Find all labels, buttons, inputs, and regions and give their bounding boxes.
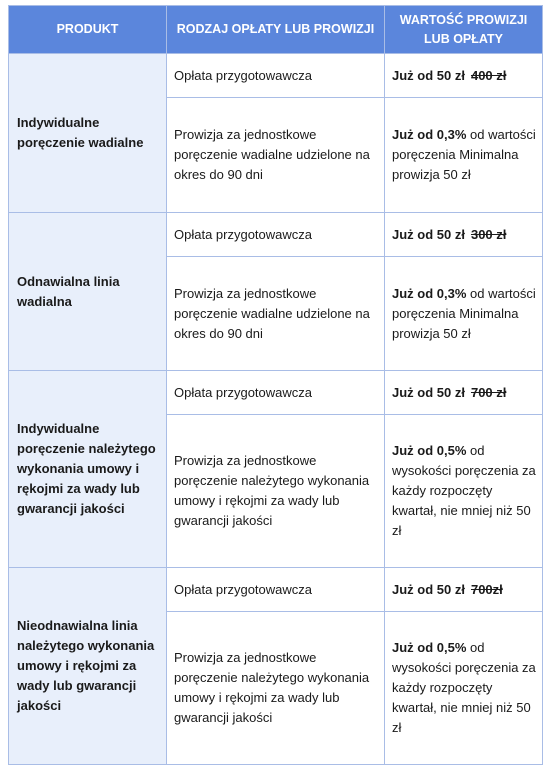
- fee-value: Już od 0,5% od wysokości poręczenia za k…: [384, 611, 543, 765]
- header-product: PRODUKT: [8, 5, 167, 54]
- rate-description: od wysokości poręczenia za każdy rozpocz…: [392, 640, 536, 735]
- header-fee-value: WARTOŚĆ PROWIZJI LUB OPŁATY: [384, 5, 543, 54]
- old-price: 300 zł: [470, 226, 507, 242]
- rate-value: Już od 0,5%: [392, 640, 467, 655]
- header-fee-type: RODZAJ OPŁATY LUB PROWIZJI: [166, 5, 385, 54]
- table-row: Prowizja za jednostkowe poręczenie wadia…: [9, 256, 543, 371]
- table-row: Prowizja za jednostkowe poręczenie należ…: [9, 414, 543, 568]
- rate-value: Już od 0,3%: [392, 285, 467, 301]
- new-price: Już od 50 zł: [392, 226, 465, 242]
- fee-table: PRODUKT RODZAJ OPŁATY LUB PROWIZJI WARTO…: [8, 5, 543, 765]
- table-row: Nieodnawialna linia należytego wykonania…: [8, 567, 543, 765]
- table-row: Prowizja za jednostkowe poręczenie należ…: [9, 611, 543, 765]
- fee-value: Już od 50 zł 400 zł: [384, 53, 543, 98]
- fee-type: Opłata przygotowawcza: [166, 212, 385, 257]
- fee-type: Prowizja za jednostkowe poręczenie wadia…: [166, 97, 385, 213]
- table-row: Odnawialna linia wadialna Opłata przygot…: [8, 212, 543, 371]
- rate-description: od wysokości poręczenia za każdy rozpocz…: [392, 443, 536, 538]
- rate-description: od wartości poręczenia Minimalna prowizj…: [392, 285, 536, 341]
- fee-value: Już od 0,5% od wysokości poręczenia za k…: [384, 414, 543, 568]
- fee-type: Opłata przygotowawcza: [166, 370, 385, 415]
- table-row: Prowizja za jednostkowe poręczenie wadia…: [9, 97, 543, 213]
- product-name: Nieodnawialna linia należytego wykonania…: [8, 567, 167, 765]
- table-row: Indywidualne poręczenie wadialne Opłata …: [8, 53, 543, 213]
- fee-type: Prowizja za jednostkowe poręczenie należ…: [166, 414, 385, 568]
- fee-type: Prowizja za jednostkowe poręczenie należ…: [166, 611, 385, 765]
- product-name: Indywidualne poręczenie wadialne: [8, 53, 167, 213]
- new-price: Już od 50 zł: [392, 384, 465, 400]
- rate-description: od wartości poręczenia Minimalna prowizj…: [392, 127, 536, 182]
- old-price: 400 zł: [470, 67, 507, 83]
- new-price: Już od 50 zł: [392, 581, 465, 597]
- fee-type: Opłata przygotowawcza: [166, 567, 385, 612]
- fee-value: Już od 50 zł 300 zł: [384, 212, 543, 257]
- fee-value: Już od 50 zł 700zł: [384, 567, 543, 612]
- rate-value: Już od 0,3%: [392, 127, 467, 142]
- rate-value: Już od 0,5%: [392, 443, 467, 458]
- table-row: Indywidualne poręczenie należytego wykon…: [8, 370, 543, 568]
- new-price: Już od 50 zł: [392, 67, 465, 83]
- fee-value: Już od 50 zł 700 zł: [384, 370, 543, 415]
- old-price: 700zł: [470, 581, 503, 597]
- fee-value: Już od 0,3% od wartości poręczenia Minim…: [384, 97, 543, 213]
- header-row: PRODUKT RODZAJ OPŁATY LUB PROWIZJI WARTO…: [8, 5, 543, 54]
- fee-value: Już od 0,3% od wartości poręczenia Minim…: [384, 256, 543, 371]
- fee-type: Prowizja za jednostkowe poręczenie wadia…: [166, 256, 385, 371]
- fee-type: Opłata przygotowawcza: [166, 53, 385, 98]
- old-price: 700 zł: [470, 384, 507, 400]
- product-name: Indywidualne poręczenie należytego wykon…: [8, 370, 167, 568]
- product-name: Odnawialna linia wadialna: [8, 212, 167, 371]
